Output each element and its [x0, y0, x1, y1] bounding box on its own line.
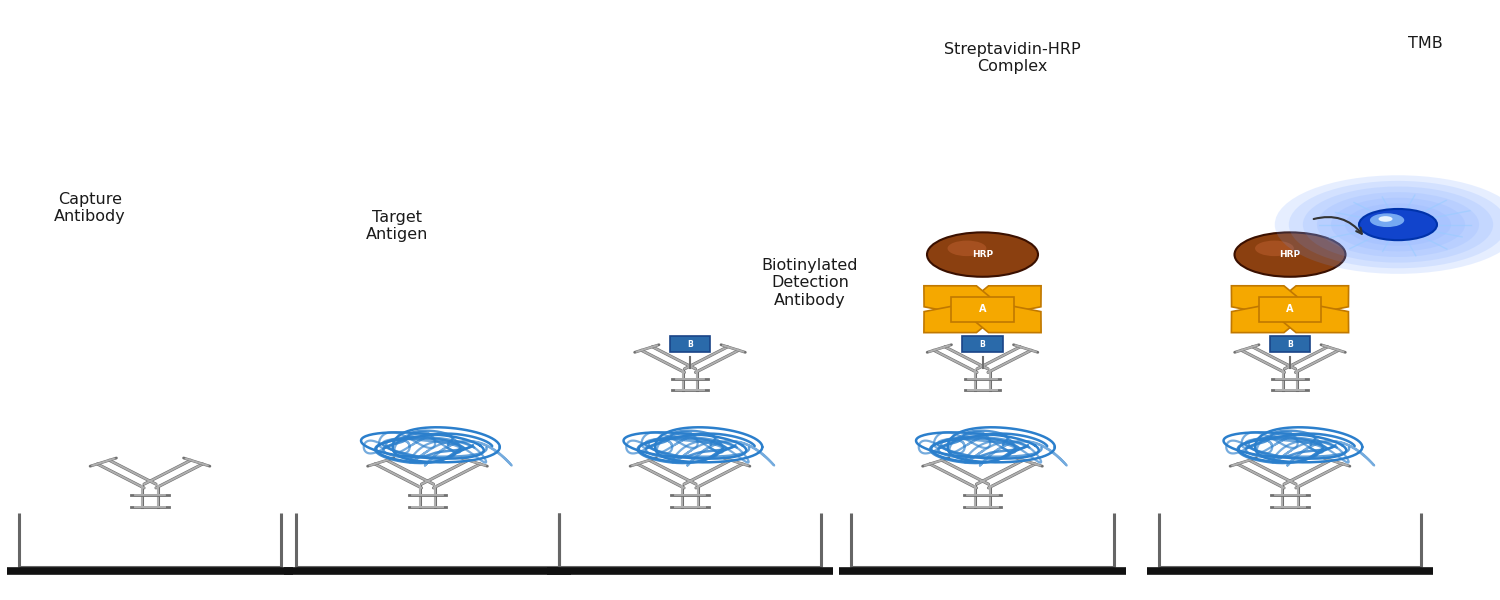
Circle shape: [1275, 175, 1500, 274]
Polygon shape: [1232, 286, 1299, 313]
Text: HRP: HRP: [1280, 250, 1300, 259]
Polygon shape: [1281, 286, 1348, 313]
FancyBboxPatch shape: [1258, 296, 1322, 322]
Circle shape: [1378, 216, 1392, 222]
Circle shape: [1359, 209, 1437, 240]
Circle shape: [1304, 187, 1492, 263]
Text: HRP: HRP: [972, 250, 993, 259]
Polygon shape: [924, 306, 992, 332]
Polygon shape: [924, 286, 992, 313]
Text: Capture
Antibody: Capture Antibody: [54, 192, 126, 224]
Text: Streptavidin-HRP
Complex: Streptavidin-HRP Complex: [944, 42, 1082, 74]
FancyBboxPatch shape: [951, 296, 1014, 322]
Circle shape: [1288, 181, 1500, 268]
Polygon shape: [1281, 306, 1348, 332]
Circle shape: [1234, 232, 1346, 277]
Circle shape: [1330, 198, 1466, 251]
Text: Biotinylated
Detection
Antibody: Biotinylated Detection Antibody: [762, 258, 858, 308]
Polygon shape: [974, 286, 1041, 313]
Circle shape: [1346, 203, 1450, 246]
Text: B: B: [687, 340, 693, 349]
Polygon shape: [974, 306, 1041, 332]
Text: B: B: [1287, 340, 1293, 349]
Text: A: A: [1286, 304, 1293, 314]
Polygon shape: [1232, 306, 1299, 332]
Text: A: A: [978, 304, 987, 314]
Text: B: B: [980, 340, 986, 349]
Circle shape: [1370, 214, 1404, 227]
Text: TMB: TMB: [1407, 36, 1443, 51]
Circle shape: [1256, 241, 1294, 256]
Circle shape: [1317, 192, 1479, 257]
Circle shape: [927, 232, 1038, 277]
Text: Target
Antigen: Target Antigen: [366, 210, 429, 242]
Circle shape: [948, 241, 987, 256]
